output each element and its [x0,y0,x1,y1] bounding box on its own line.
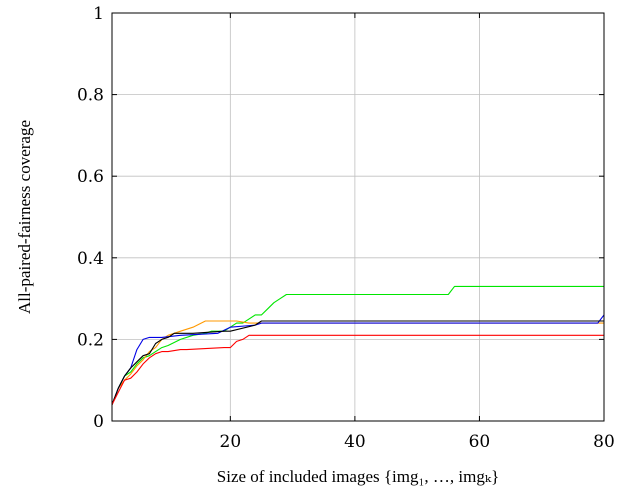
series-line-4 [111,320,604,405]
x-tick-label: 80 [593,432,615,452]
series-lines [111,285,605,405]
x-tick-label: 40 [344,432,366,452]
tick-labels: 20 40 60 80 0 0.2 0.4 0.6 0.8 1 [77,4,615,452]
y-axis-label: All-paired-fairness coverage [15,120,34,314]
y-tick-label: 0.2 [77,330,104,350]
x-axis-label: Size of included images {img₁, …, imgₖ} [217,467,499,486]
y-tick-label: 0.6 [77,167,104,187]
series-line-1 [111,285,604,405]
grid-lines [112,12,605,422]
series-line-5 [111,334,604,405]
y-tick-label: 1 [93,4,104,24]
x-tick-label: 60 [469,432,491,452]
series-line-2 [111,320,604,405]
tick-marks [112,12,605,422]
x-tick-label: 20 [220,432,242,452]
y-tick-label: 0 [93,412,104,432]
series-line-3 [111,314,605,405]
y-tick-label: 0.8 [77,86,104,106]
y-tick-label: 0.4 [77,249,104,269]
plot-frame [111,12,605,422]
